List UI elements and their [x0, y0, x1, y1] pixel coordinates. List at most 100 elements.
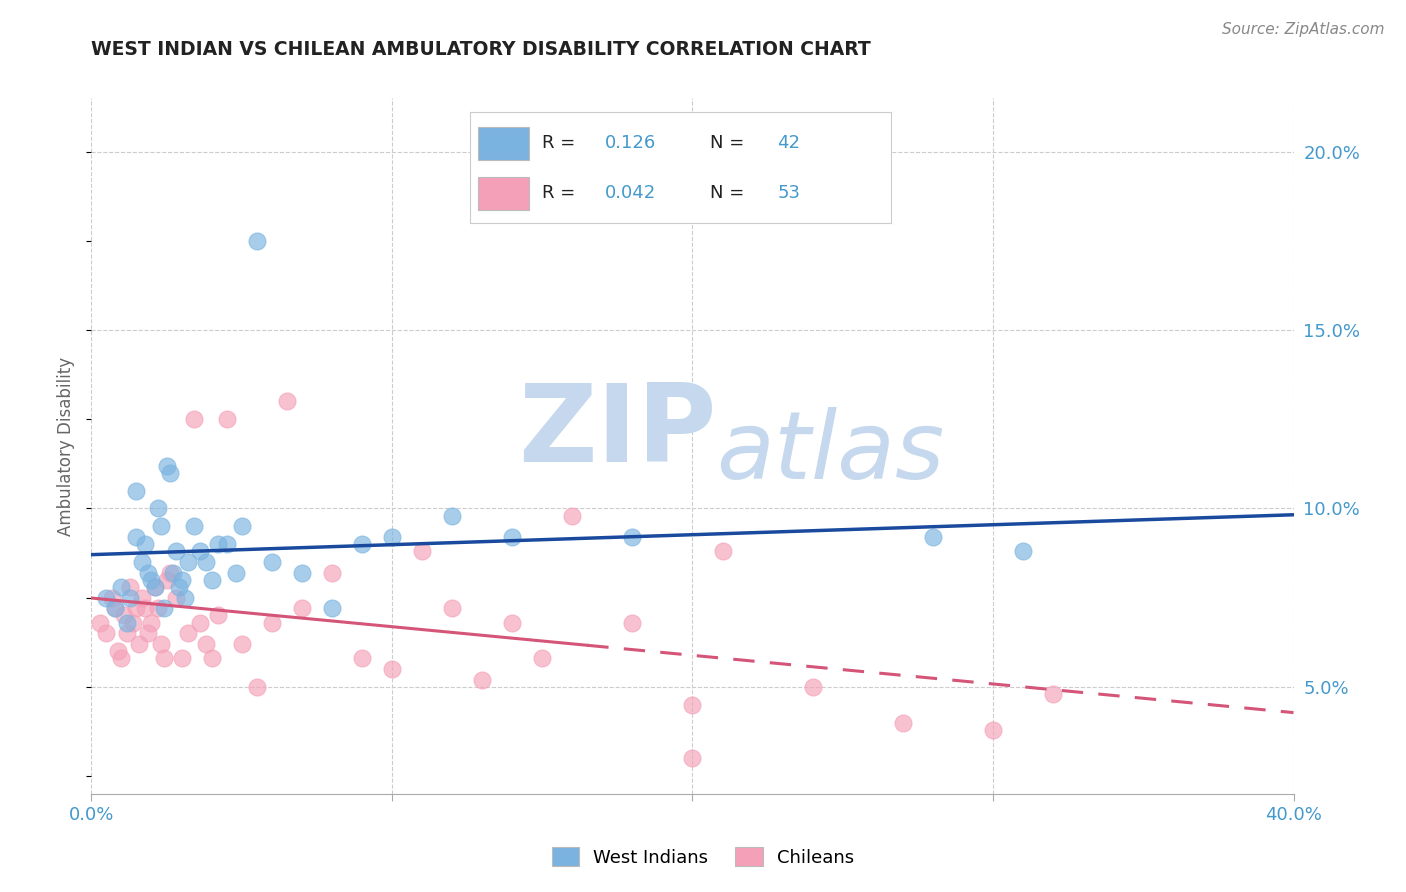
Point	[276, 394, 298, 409]
Legend: West Indians, Chileans: West Indians, Chileans	[544, 840, 862, 874]
Point	[165, 591, 187, 605]
Point	[411, 544, 433, 558]
Point	[138, 626, 160, 640]
Point	[96, 591, 118, 605]
Point	[120, 591, 142, 605]
Point	[201, 651, 224, 665]
Point	[201, 573, 224, 587]
Point	[922, 530, 945, 544]
Point	[170, 651, 193, 665]
Point	[501, 615, 523, 630]
Point	[801, 680, 824, 694]
Point	[681, 751, 703, 765]
Point	[1042, 687, 1064, 701]
Point	[471, 673, 494, 687]
Point	[131, 555, 153, 569]
Point	[104, 601, 127, 615]
Point	[149, 637, 172, 651]
Point	[621, 530, 644, 544]
Point	[194, 555, 217, 569]
Point	[207, 608, 229, 623]
Point	[225, 566, 247, 580]
Point	[1012, 544, 1035, 558]
Point	[183, 519, 205, 533]
Point	[321, 601, 343, 615]
Point	[260, 555, 283, 569]
Text: Source: ZipAtlas.com: Source: ZipAtlas.com	[1222, 22, 1385, 37]
Point	[621, 615, 644, 630]
Point	[531, 651, 554, 665]
Point	[246, 234, 269, 248]
Point	[291, 601, 314, 615]
Text: atlas: atlas	[717, 408, 945, 499]
Point	[89, 615, 111, 630]
Point	[155, 458, 177, 473]
Point	[146, 601, 169, 615]
Point	[125, 530, 148, 544]
Point	[128, 637, 150, 651]
Point	[350, 651, 373, 665]
Point	[110, 580, 132, 594]
Point	[134, 601, 156, 615]
Point	[162, 566, 184, 580]
Point	[246, 680, 269, 694]
Point	[176, 555, 198, 569]
Point	[141, 615, 163, 630]
Point	[146, 501, 169, 516]
Point	[114, 608, 136, 623]
Point	[194, 637, 217, 651]
Point	[120, 580, 142, 594]
Point	[170, 573, 193, 587]
Text: WEST INDIAN VS CHILEAN AMBULATORY DISABILITY CORRELATION CHART: WEST INDIAN VS CHILEAN AMBULATORY DISABI…	[91, 40, 872, 59]
Point	[681, 698, 703, 712]
Point	[321, 566, 343, 580]
Point	[117, 626, 139, 640]
Point	[159, 566, 181, 580]
Point	[176, 626, 198, 640]
Point	[143, 580, 166, 594]
Point	[107, 644, 129, 658]
Point	[149, 519, 172, 533]
Point	[165, 544, 187, 558]
Point	[101, 591, 124, 605]
Point	[231, 637, 253, 651]
Point	[231, 519, 253, 533]
Point	[183, 412, 205, 426]
Point	[122, 615, 145, 630]
Point	[440, 508, 463, 523]
Point	[981, 723, 1004, 737]
Point	[134, 537, 156, 551]
Point	[291, 566, 314, 580]
Point	[440, 601, 463, 615]
Point	[125, 483, 148, 498]
Point	[891, 715, 914, 730]
Y-axis label: Ambulatory Disability: Ambulatory Disability	[58, 357, 76, 535]
Point	[501, 530, 523, 544]
Point	[215, 537, 238, 551]
Point	[215, 412, 238, 426]
Text: ZIP: ZIP	[517, 379, 717, 485]
Point	[381, 530, 404, 544]
Point	[350, 537, 373, 551]
Point	[711, 544, 734, 558]
Point	[167, 580, 190, 594]
Point	[381, 662, 404, 676]
Point	[155, 573, 177, 587]
Point	[96, 626, 118, 640]
Point	[110, 651, 132, 665]
Point	[260, 615, 283, 630]
Point	[173, 591, 195, 605]
Point	[152, 651, 174, 665]
Point	[141, 573, 163, 587]
Point	[143, 580, 166, 594]
Point	[188, 544, 211, 558]
Point	[152, 601, 174, 615]
Point	[131, 591, 153, 605]
Point	[104, 601, 127, 615]
Point	[159, 466, 181, 480]
Point	[207, 537, 229, 551]
Point	[138, 566, 160, 580]
Point	[117, 615, 139, 630]
Point	[125, 601, 148, 615]
Point	[561, 508, 583, 523]
